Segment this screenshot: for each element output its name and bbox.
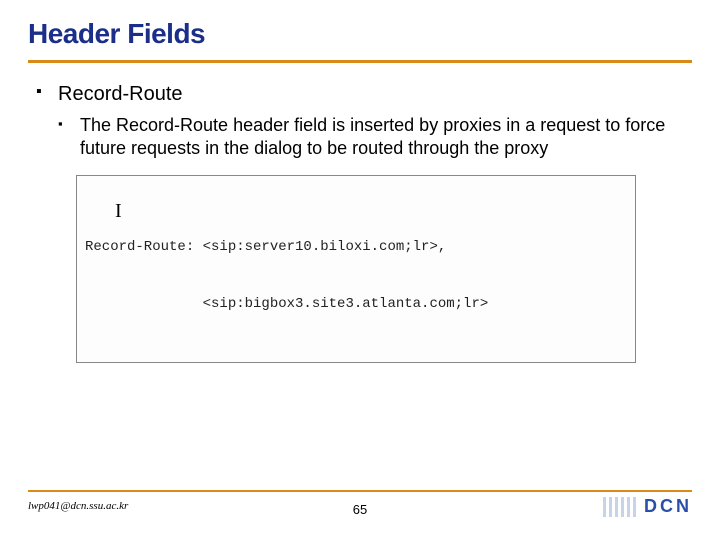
bullet-description: The Record-Route header field is inserte… xyxy=(58,114,692,161)
footer-email: lwp041@dcn.ssu.ac.kr xyxy=(28,500,128,512)
slide: Header Fields Record-Route The Record-Ro… xyxy=(0,0,720,540)
code-example: I Record-Route: <sip:server10.biloxi.com… xyxy=(76,175,636,363)
content-area: Record-Route The Record-Route header fie… xyxy=(0,63,720,363)
bullet-record-route: Record-Route The Record-Route header fie… xyxy=(36,81,692,161)
bullet-text: Record-Route xyxy=(58,83,183,105)
title-area: Header Fields xyxy=(0,0,720,56)
code-line-2: <sip:bigbox3.site3.atlanta.com;lr> xyxy=(85,295,627,314)
footer: lwp041@dcn.ssu.ac.kr 65 DCN xyxy=(0,490,720,526)
footer-logo: DCN xyxy=(603,496,692,517)
code-line-1: Record-Route: <sip:server10.biloxi.com;l… xyxy=(85,238,627,257)
footer-rule xyxy=(28,490,692,492)
page-number: 65 xyxy=(353,502,367,517)
footer-row: lwp041@dcn.ssu.ac.kr 65 DCN xyxy=(0,498,720,526)
text-cursor: I xyxy=(115,198,122,225)
logo-text: DCN xyxy=(644,496,692,517)
bullet-list-level1: Record-Route The Record-Route header fie… xyxy=(36,81,692,161)
logo-bars-icon xyxy=(603,497,636,517)
bullet-list-level2: The Record-Route header field is inserte… xyxy=(58,108,692,161)
page-title: Header Fields xyxy=(28,18,720,50)
